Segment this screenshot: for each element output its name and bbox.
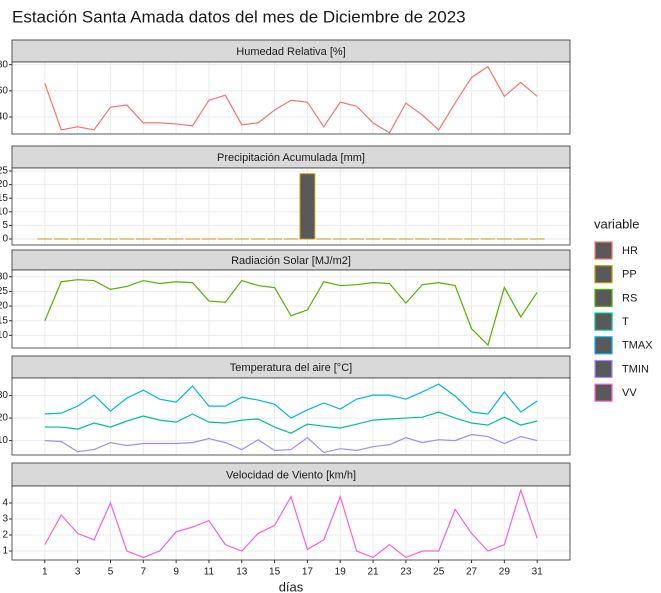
panel	[12, 378, 570, 455]
y-tick-label: 0	[2, 234, 8, 245]
y-tick-label: 15	[0, 193, 8, 204]
x-tick-label: 17	[302, 567, 314, 578]
y-tick-label: 20	[0, 179, 8, 190]
x-tick-label: 27	[466, 567, 478, 578]
strip-title: Precipitación Acumulada [mm]	[217, 152, 365, 164]
legend-label: RS	[622, 292, 637, 304]
x-tick-label: 13	[236, 567, 248, 578]
legend-label: PP	[622, 269, 637, 281]
legend-key	[594, 359, 613, 379]
panel	[12, 62, 570, 134]
legend-key	[594, 312, 613, 331]
line	[44, 279, 538, 347]
x-tick-label: 21	[367, 567, 379, 578]
x-tick-label: 15	[269, 567, 281, 578]
y-tick-label: 60	[0, 85, 8, 96]
legend-key	[594, 265, 613, 284]
y-tick-label: 10	[0, 330, 8, 341]
y-tick-label: 20	[0, 301, 8, 312]
y-tick-label: 2	[2, 530, 8, 541]
bar	[299, 173, 316, 240]
legend-key	[594, 288, 613, 307]
strip-title: Humedad Relativa [%]	[236, 46, 345, 58]
y-tick-label: 80	[0, 59, 8, 70]
x-tick-label: 7	[141, 567, 147, 578]
strip-title: Temperatura del aire [°C]	[230, 362, 352, 374]
panel-border	[11, 269, 571, 349]
y-tick-label: 15	[0, 315, 8, 326]
x-tick-label: 3	[75, 567, 81, 578]
y-tick-label: 1	[2, 546, 8, 557]
y-tick-label: 30	[0, 271, 8, 282]
x-tick-label: 1	[42, 567, 48, 578]
y-tick-label: 25	[0, 286, 8, 297]
panel-border	[11, 377, 571, 456]
y-tick-label: 20	[0, 413, 8, 424]
y-tick-label: 30	[0, 390, 8, 401]
y-tick-label: 4	[2, 498, 8, 509]
y-tick-label: 25	[0, 166, 8, 177]
legend-label: TMAX	[622, 340, 653, 352]
x-axis-label: días	[279, 579, 304, 593]
x-tick-label: 5	[108, 567, 114, 578]
panel-border	[11, 485, 571, 561]
strip-title: Radiación Solar [MJ/m2]	[231, 255, 351, 267]
strip-title: Velocidad de Viento [km/h]	[226, 469, 356, 481]
y-tick-label: 40	[0, 112, 8, 123]
y-tick-label: 10	[0, 206, 8, 217]
line	[44, 411, 538, 434]
y-tick-label: 5	[2, 220, 8, 231]
x-tick-label: 31	[532, 567, 544, 578]
legend-key	[594, 336, 613, 355]
y-tick-label: 10	[0, 435, 8, 446]
legend-label: HR	[622, 245, 638, 257]
line	[44, 383, 538, 419]
line	[44, 65, 538, 134]
panel	[12, 168, 570, 245]
x-tick-label: 29	[499, 567, 511, 578]
legend-label: VV	[622, 387, 637, 399]
x-tick-label: 19	[335, 567, 347, 578]
panel-border	[11, 167, 571, 246]
legend-key	[594, 383, 613, 402]
chart-title: Estación Santa Amada datos del mes de Di…	[12, 7, 466, 26]
line	[44, 433, 538, 454]
x-tick-label: 9	[173, 567, 179, 578]
legend-label: TMIN	[622, 363, 649, 375]
panel-border	[11, 61, 571, 135]
legend-title: variable	[594, 216, 640, 231]
x-tick-label: 11	[204, 567, 215, 578]
line	[44, 488, 538, 559]
x-tick-label: 23	[400, 567, 412, 578]
legend-key	[594, 241, 613, 260]
legend-label: T	[622, 316, 629, 328]
x-tick-label: 25	[433, 567, 445, 578]
y-tick-label: 3	[2, 514, 8, 525]
